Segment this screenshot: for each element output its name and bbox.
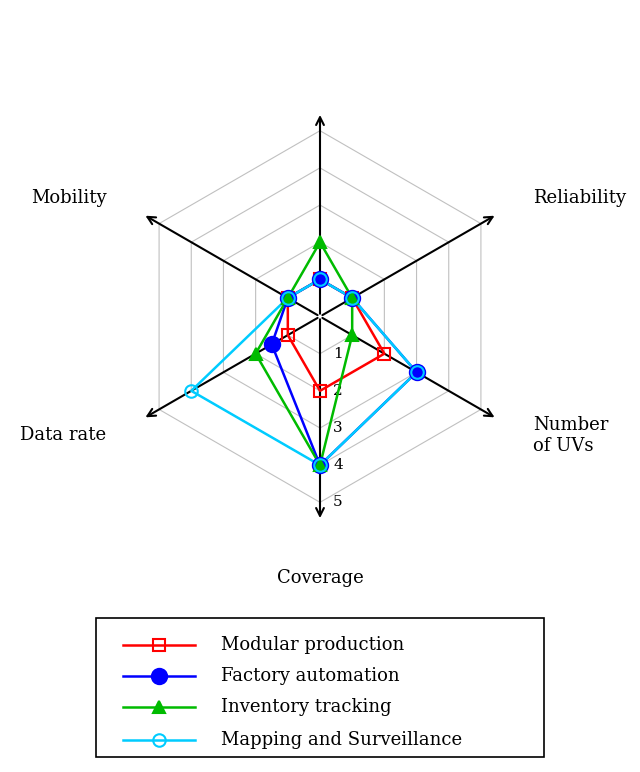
Text: 5: 5 <box>333 496 342 510</box>
Text: 3: 3 <box>333 421 342 435</box>
Text: Modular production: Modular production <box>221 636 404 655</box>
Text: Mobility: Mobility <box>31 188 107 207</box>
Text: Coverage: Coverage <box>276 569 364 587</box>
Text: Factory automation: Factory automation <box>221 667 400 685</box>
Text: Data rate: Data rate <box>20 426 107 445</box>
Text: Inventory tracking: Inventory tracking <box>221 698 392 716</box>
Text: 1: 1 <box>333 347 343 361</box>
Text: Number
of UVs: Number of UVs <box>533 416 609 455</box>
Text: Mapping and Surveillance: Mapping and Surveillance <box>221 731 463 749</box>
Text: 4: 4 <box>333 458 343 472</box>
Text: Reliability: Reliability <box>533 188 627 207</box>
Text: 2: 2 <box>333 384 343 398</box>
